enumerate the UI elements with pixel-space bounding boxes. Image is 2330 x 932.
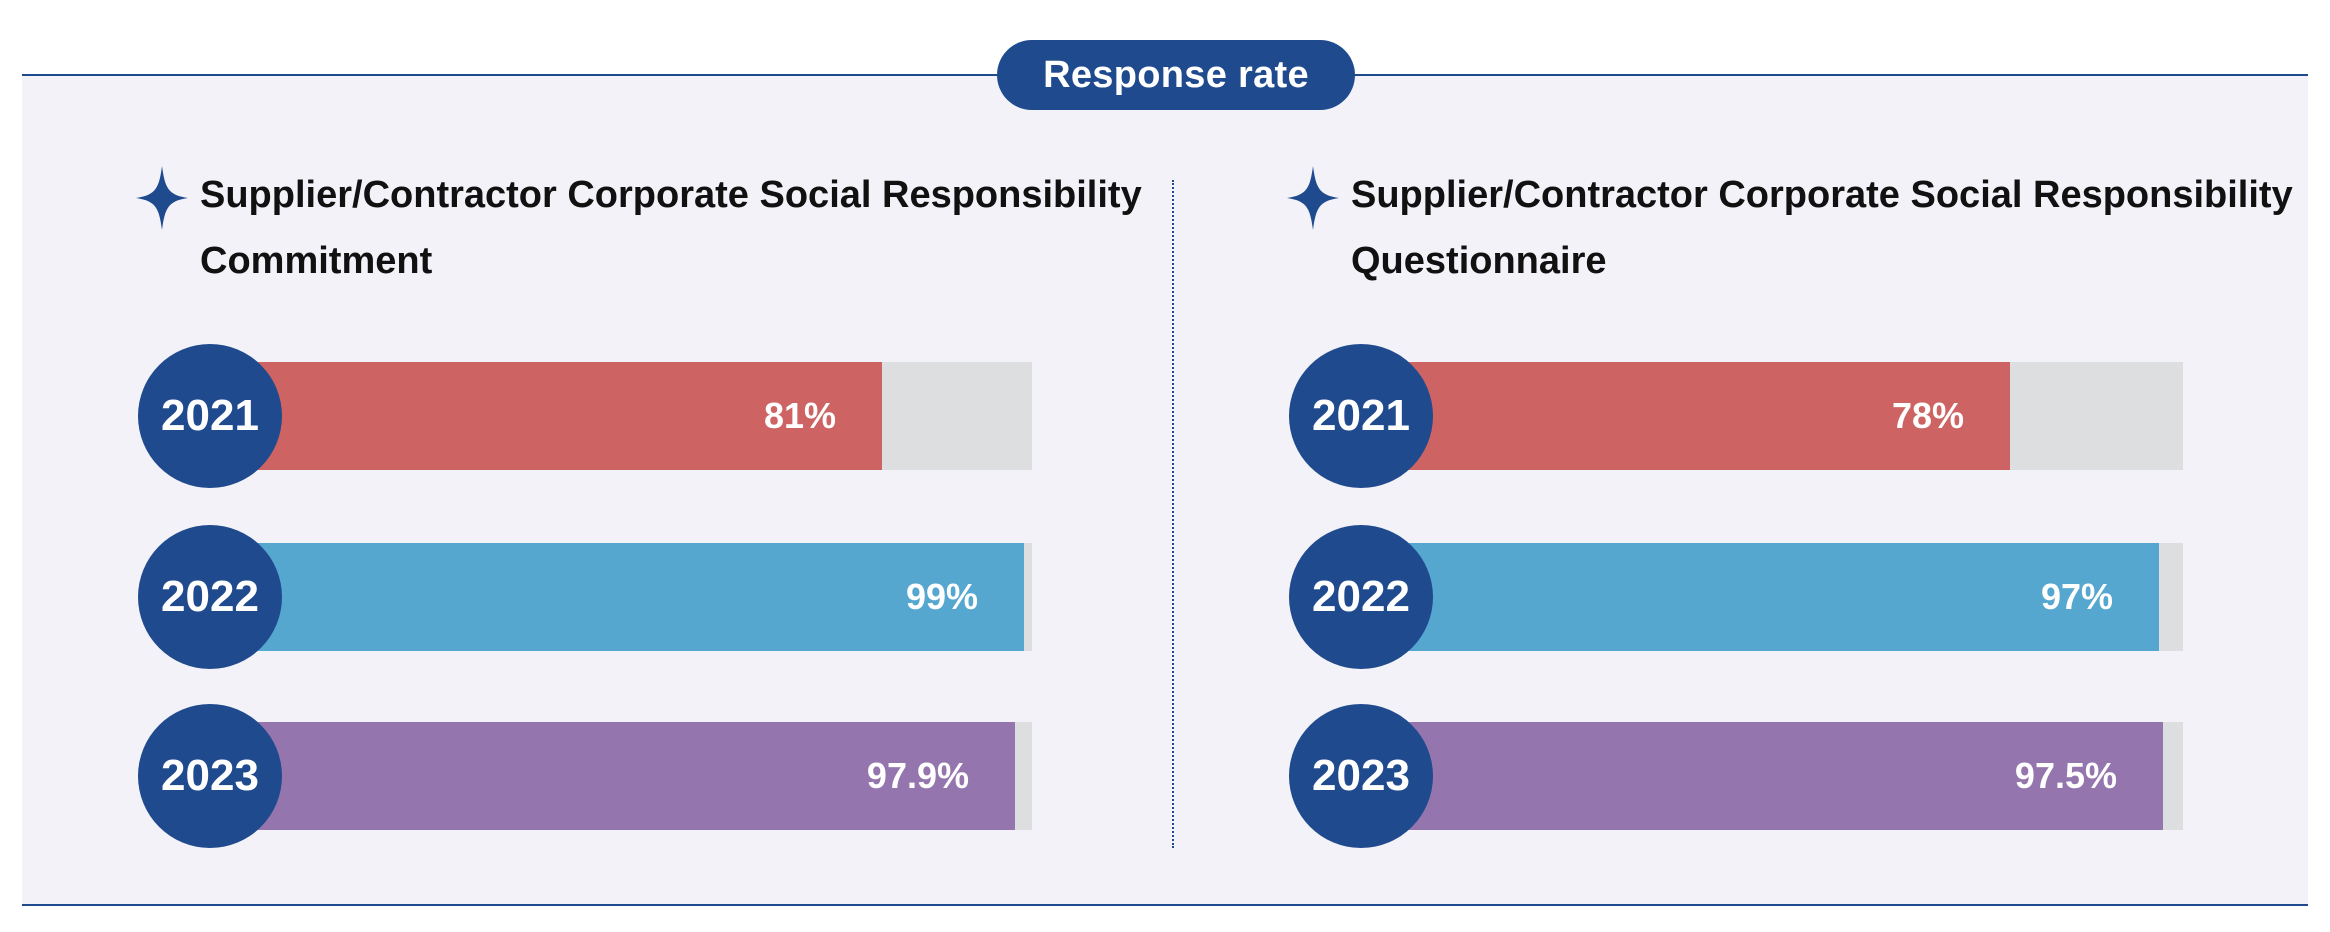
bar-value-label: 99% xyxy=(905,576,978,617)
chart-title-line: Questionnaire xyxy=(1351,240,1607,282)
bar-value-label: 81% xyxy=(763,395,836,436)
bar-track: 99% xyxy=(245,543,1032,651)
bar-2021 xyxy=(245,362,882,470)
year-badge-2021: 2021 xyxy=(1289,344,1433,488)
bar-2023 xyxy=(1396,722,2163,830)
chart-title-line: Commitment xyxy=(200,240,433,282)
bar-track: 81% xyxy=(245,362,1032,470)
bar-value-label: 97% xyxy=(2040,576,2113,617)
panel-divider xyxy=(1172,180,1174,848)
bar-2023 xyxy=(245,722,1015,830)
year-badge-2021: 2021 xyxy=(138,344,282,488)
chart-title-line: Supplier/Contractor Corporate Social Res… xyxy=(1351,174,2293,216)
sparkle-star-icon xyxy=(1287,166,1339,230)
year-badge-2022: 2022 xyxy=(138,525,282,669)
bar-value-label: 97.9% xyxy=(866,755,969,796)
chart-title-line: Supplier/Contractor Corporate Social Res… xyxy=(200,174,1142,216)
year-badge-2022: 2022 xyxy=(1289,525,1433,669)
sparkle-star-icon xyxy=(136,166,188,230)
bar-track: 78% xyxy=(1396,362,2183,470)
bar-value-label: 78% xyxy=(1891,395,1964,436)
bar-2021 xyxy=(1396,362,2010,470)
year-badge-2023: 2023 xyxy=(138,704,282,848)
section-title-pill: Response rate xyxy=(997,40,1355,110)
section-title: Response rate xyxy=(1043,53,1309,96)
bar-2022 xyxy=(245,543,1024,651)
bar-track: 97% xyxy=(1396,543,2183,651)
year-badge-2023: 2023 xyxy=(1289,704,1433,848)
bar-track: 97.5% xyxy=(1396,722,2183,830)
bar-value-label: 97.5% xyxy=(2014,755,2117,796)
bar-2022 xyxy=(1396,543,2159,651)
bar-track: 97.9% xyxy=(245,722,1032,830)
